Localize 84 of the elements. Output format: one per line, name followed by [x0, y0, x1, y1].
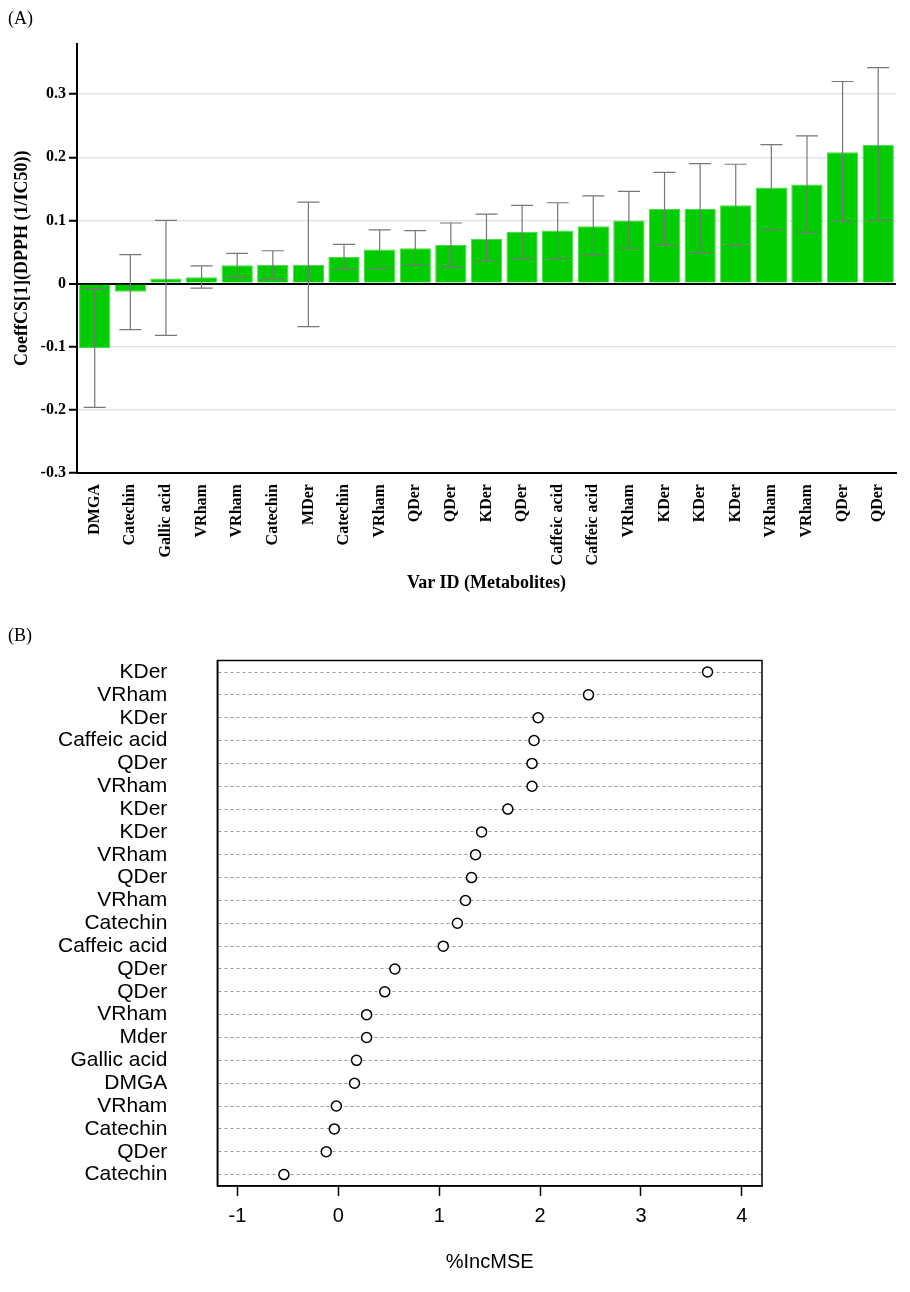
x-tick-label: Catechin	[262, 483, 280, 546]
x-tick-label: 2	[534, 1203, 546, 1226]
y-tick-label: Catechin	[84, 910, 168, 934]
y-tick-label: -0.1	[40, 336, 66, 354]
x-tick-label: VRham	[797, 483, 815, 538]
x-tick-label: QDer	[512, 484, 530, 523]
y-tick-label: -0.2	[40, 400, 66, 418]
y-tick-label: -0.3	[40, 463, 66, 481]
point	[459, 894, 472, 907]
y-tick-label: VRham	[97, 887, 168, 911]
point	[502, 803, 514, 815]
y-tick-label: DMGA	[104, 1070, 168, 1093]
point	[582, 689, 595, 701]
x-tick-label: KDer	[725, 484, 743, 523]
y-tick-label: QDer	[117, 750, 168, 774]
y-tick-label: QDer	[117, 955, 168, 979]
y-tick-label: Catechin	[84, 1161, 168, 1185]
point	[469, 849, 482, 861]
y-tick-label: 0.2	[45, 147, 66, 165]
point	[389, 963, 401, 975]
y-tick-label: Caffeic acid	[57, 932, 168, 956]
point	[465, 871, 478, 884]
x-tick-label: KDer	[690, 484, 708, 523]
x-tick-label: QDer	[405, 484, 423, 523]
x-tick-label: 3	[635, 1203, 647, 1226]
y-tick-label: QDer	[117, 864, 168, 888]
point	[348, 1077, 361, 1089]
y-tick-label: Gallic acid	[70, 1047, 168, 1071]
point	[360, 1008, 373, 1021]
x-tick-label: Caffeic acid	[583, 484, 601, 566]
x-tick-label: Catechin	[334, 483, 352, 546]
point	[526, 757, 538, 770]
x-tick-label: MDer	[298, 484, 316, 525]
x-axis-title: Var ID (Metabolites)	[406, 571, 566, 593]
point	[526, 780, 538, 792]
x-tick-label: QDer	[868, 484, 886, 523]
y-tick-label: QDer	[117, 978, 168, 1002]
y-tick-label: 0.1	[45, 210, 66, 228]
point	[360, 1031, 373, 1044]
x-tick-label: KDer	[476, 484, 494, 523]
x-tick-label: VRham	[191, 483, 209, 538]
point	[328, 1123, 341, 1135]
point	[437, 940, 450, 952]
y-tick-label: KDer	[119, 795, 168, 819]
point	[528, 734, 540, 747]
point	[320, 1145, 333, 1158]
x-axis-title: %IncMSE	[445, 1249, 534, 1272]
chart-title: (A)	[8, 7, 33, 29]
x-tick-label: -1	[228, 1203, 247, 1226]
y-tick-label: KDer	[119, 658, 168, 682]
y-tick-label: VRham	[97, 1001, 168, 1025]
x-tick-label: KDer	[654, 484, 672, 523]
y-tick-label: VRham	[97, 841, 168, 865]
y-tick-label: Caffeic acid	[57, 727, 168, 751]
x-tick-label: VRham	[369, 483, 387, 538]
y-tick-label: VRham	[97, 681, 168, 705]
y-tick-label: KDer	[119, 818, 168, 842]
x-tick-label: Caffeic acid	[547, 484, 565, 566]
point	[330, 1100, 343, 1112]
y-tick-label: QDer	[117, 1138, 168, 1162]
point	[379, 986, 391, 998]
text: (B)	[8, 624, 32, 646]
point	[278, 1168, 290, 1181]
y-tick-label: KDer	[119, 704, 168, 728]
x-tick-label: QDer	[440, 484, 458, 523]
point	[451, 917, 464, 930]
y-axis-title: CoeffCS[1](DPPH (1/IC50))	[11, 150, 33, 367]
point	[532, 711, 544, 724]
x-tick-label: 0	[332, 1203, 344, 1226]
y-tick-label: VRham	[97, 1092, 168, 1116]
x-tick-label: VRham	[761, 483, 779, 538]
y-tick-label: VRham	[97, 773, 168, 797]
y-tick-label: Mder	[119, 1024, 168, 1048]
y-tick-label: 0.3	[45, 84, 66, 102]
x-tick-label: 1	[433, 1203, 445, 1226]
x-tick-label: QDer	[832, 484, 850, 523]
x-tick-label: VRham	[619, 483, 637, 538]
x-tick-label: VRham	[227, 483, 245, 538]
point	[701, 666, 714, 678]
x-tick-label: 4	[736, 1203, 748, 1226]
y-tick-label: Catechin	[84, 1115, 168, 1139]
point	[475, 826, 488, 838]
point	[350, 1054, 363, 1067]
y-tick-label: 0	[57, 273, 66, 291]
